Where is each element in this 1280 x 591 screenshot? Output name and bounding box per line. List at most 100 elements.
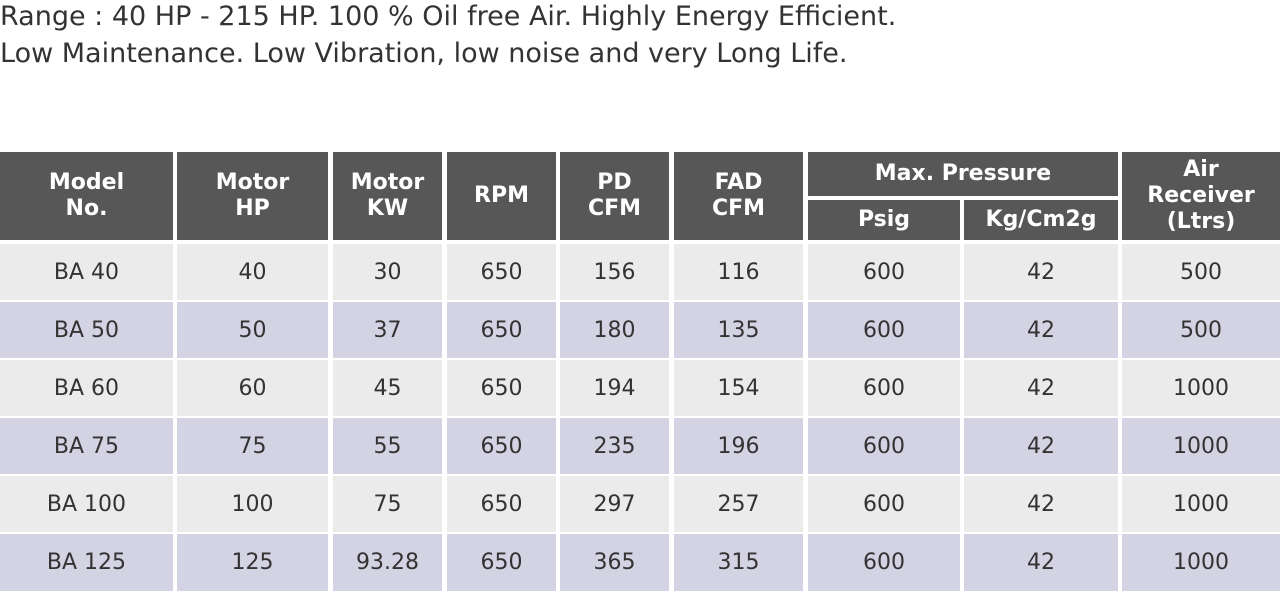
cell-text: BA 75 <box>53 433 120 459</box>
header-text: Kg/Cm2g <box>985 207 1097 232</box>
table-cell: 135 <box>674 302 803 358</box>
cell-text: 156 <box>593 259 636 285</box>
cell-text: 600 <box>863 375 905 401</box>
table-cell: 42 <box>964 360 1118 416</box>
cell-text: 315 <box>717 550 760 575</box>
cell-text: BA 40 <box>53 259 120 285</box>
cell-text: BA 100 <box>46 491 127 517</box>
header-cell: Motor HP <box>177 152 328 240</box>
table-cell: 75 <box>177 418 328 474</box>
cell-text: 1000 <box>1173 433 1229 459</box>
header-cell: RPM <box>447 152 556 240</box>
cell-text: 125 <box>231 550 274 575</box>
header-text: Psig <box>857 207 911 232</box>
header-text: Receiver <box>1147 183 1255 208</box>
header-cell: Air Receiver (Ltrs) <box>1122 152 1280 240</box>
header-text: Max. Pressure <box>874 161 1052 186</box>
table-cell: 1000 <box>1122 534 1280 591</box>
table-cell: BA 50 <box>0 302 173 358</box>
table-cell: 297 <box>560 476 669 532</box>
cell-text: BA 50 <box>53 317 120 343</box>
cell-text: 500 <box>1180 259 1222 285</box>
cell-text: 650 <box>480 491 523 517</box>
header-text: HP <box>235 196 270 221</box>
cell-text: 194 <box>593 375 636 401</box>
table-cell: 50 <box>177 302 328 358</box>
cell-text: 116 <box>717 259 760 285</box>
cell-text: 600 <box>863 433 905 459</box>
header-text: No. <box>65 196 108 221</box>
table-cell: 365 <box>560 534 669 591</box>
cell-text: 100 <box>231 491 274 517</box>
cell-text: 75 <box>238 433 267 459</box>
table-cell: 42 <box>964 302 1118 358</box>
table-cell: 40 <box>177 244 328 300</box>
table-cell: 650 <box>447 360 556 416</box>
cell-text: 650 <box>480 317 523 343</box>
cell-text: 600 <box>863 491 905 517</box>
table-cell: 1000 <box>1122 476 1280 532</box>
cell-text: BA 125 <box>46 550 127 575</box>
table-cell: BA 60 <box>0 360 173 416</box>
cell-text: 600 <box>863 550 905 575</box>
cell-text: 196 <box>717 433 760 459</box>
table-cell: 42 <box>964 534 1118 591</box>
cell-text: 40 <box>238 259 267 285</box>
cell-text: 365 <box>593 550 636 575</box>
table-cell: 100 <box>177 476 328 532</box>
header-cell: Kg/Cm2g <box>964 200 1118 240</box>
cell-text: 297 <box>593 491 636 517</box>
table-cell: 75 <box>333 476 442 532</box>
table-cell: 650 <box>447 244 556 300</box>
table-cell: 42 <box>964 244 1118 300</box>
header-cell: Psig <box>808 200 960 240</box>
cell-text: 650 <box>480 375 523 401</box>
cell-text: 60 <box>238 375 267 401</box>
intro-line: Low Maintenance. Low Vibration, low nois… <box>0 38 848 69</box>
cell-text: 75 <box>373 491 402 517</box>
cell-text: 257 <box>717 491 760 517</box>
header-text: FAD <box>714 170 763 195</box>
table-cell: 600 <box>808 302 960 358</box>
table-cell: 500 <box>1122 244 1280 300</box>
table-cell: 42 <box>964 476 1118 532</box>
cell-text: 50 <box>238 317 267 343</box>
table-cell: 600 <box>808 418 960 474</box>
header-text: KW <box>366 196 409 221</box>
cell-text: 55 <box>373 433 402 459</box>
cell-text: 235 <box>593 433 636 459</box>
cell-text: 1000 <box>1173 375 1229 401</box>
header-text: PD <box>597 170 632 195</box>
header-cell: Motor KW <box>333 152 442 240</box>
table-cell: 600 <box>808 244 960 300</box>
header-text: Model <box>48 170 125 195</box>
header-text: RPM <box>474 183 529 208</box>
table-cell: 315 <box>674 534 803 591</box>
cell-text: 180 <box>593 317 636 343</box>
cell-text: 500 <box>1180 317 1222 343</box>
table-cell: 600 <box>808 534 960 591</box>
table-cell: BA 40 <box>0 244 173 300</box>
cell-text: 650 <box>480 433 523 459</box>
table-cell: 650 <box>447 418 556 474</box>
header-cell: Model No. <box>0 152 173 240</box>
table-cell: 650 <box>447 476 556 532</box>
table-cell: 235 <box>560 418 669 474</box>
cell-text: 1000 <box>1173 491 1229 517</box>
cell-text: 45 <box>373 375 402 401</box>
header-text: (Ltrs) <box>1166 209 1236 234</box>
table-cell: 116 <box>674 244 803 300</box>
header-cell: FAD CFM <box>674 152 803 240</box>
cell-text: 42 <box>1027 433 1055 459</box>
cell-text: BA 60 <box>53 375 120 401</box>
table-cell: 196 <box>674 418 803 474</box>
cell-text: 93.28 <box>356 550 419 575</box>
table-cell: 154 <box>674 360 803 416</box>
cell-text: 37 <box>373 317 402 343</box>
table-cell: 650 <box>447 534 556 591</box>
table-cell: BA 125 <box>0 534 173 591</box>
header-text: Motor <box>215 170 290 195</box>
table-cell: BA 100 <box>0 476 173 532</box>
table-cell: 125 <box>177 534 328 591</box>
